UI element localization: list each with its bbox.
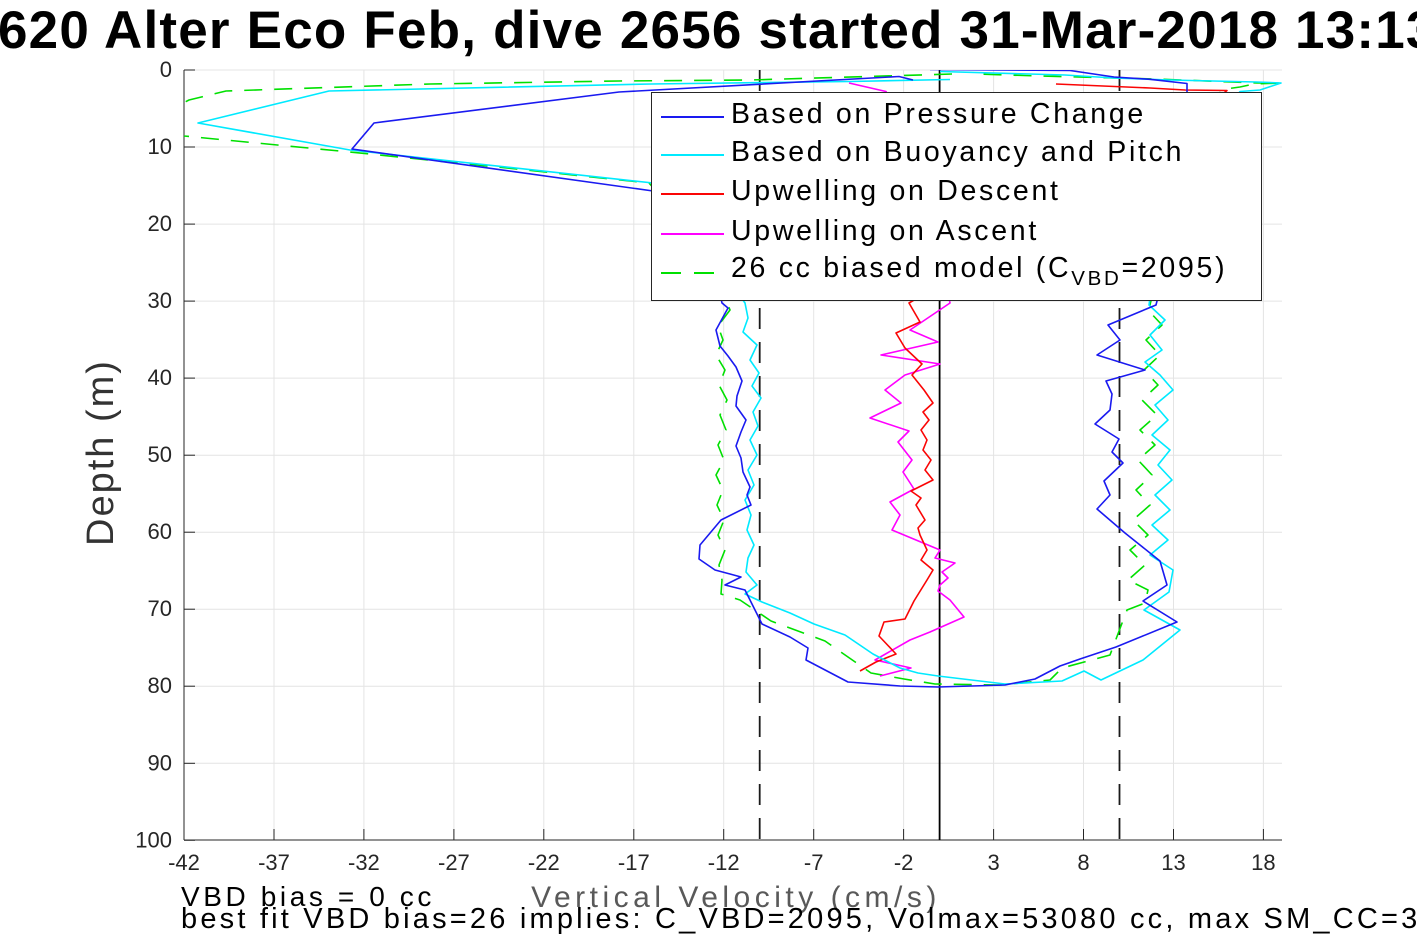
svg-text:30: 30 [148,288,172,313]
svg-text:-17: -17 [618,850,650,875]
svg-text:10: 10 [148,134,172,159]
svg-text:70: 70 [148,596,172,621]
svg-text:-37: -37 [258,850,290,875]
svg-text:50: 50 [148,442,172,467]
svg-text:0: 0 [160,57,172,82]
svg-text:-22: -22 [528,850,560,875]
svg-text:-2: -2 [894,850,914,875]
svg-text:40: 40 [148,365,172,390]
svg-text:-42: -42 [168,850,200,875]
svg-text:-32: -32 [348,850,380,875]
svg-text:-7: -7 [804,850,824,875]
svg-text:90: 90 [148,750,172,775]
svg-text:18: 18 [1251,850,1275,875]
svg-text:60: 60 [148,519,172,544]
svg-text:20: 20 [148,211,172,236]
svg-text:8: 8 [1077,850,1089,875]
svg-text:80: 80 [148,673,172,698]
svg-text:100: 100 [135,827,172,852]
svg-text:13: 13 [1161,850,1185,875]
svg-text:3: 3 [987,850,999,875]
svg-text:-12: -12 [708,850,740,875]
svg-text:-27: -27 [438,850,470,875]
